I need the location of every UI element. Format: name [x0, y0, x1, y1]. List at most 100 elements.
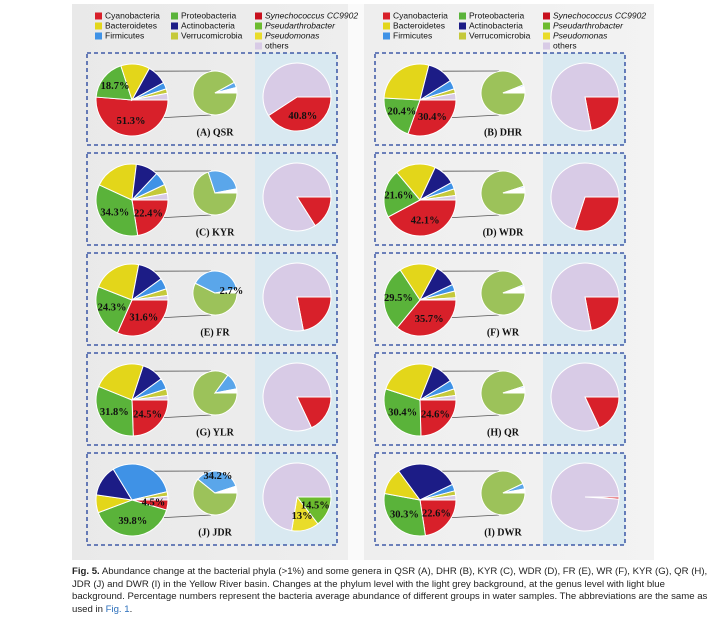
- connector: [445, 314, 500, 319]
- legend-label: Actinobacteria: [181, 20, 235, 30]
- panel-label: (J) JDR: [198, 527, 232, 538]
- legend-swatch: [383, 32, 390, 40]
- slice-label: 22.6%: [422, 508, 451, 519]
- slice-label: 31.6%: [129, 313, 158, 324]
- pie-slice: [95, 184, 139, 237]
- slice-label: 21.6%: [384, 190, 413, 201]
- caption-tail: .: [129, 603, 133, 615]
- connector: [445, 214, 500, 219]
- pie-slice: [214, 86, 238, 94]
- panel-label: (B) DHR: [484, 127, 523, 138]
- panel-frame: [86, 352, 338, 446]
- panel-frame: [374, 152, 626, 246]
- pie-slice: [502, 186, 526, 194]
- panel-label: (D) WDR: [483, 227, 524, 238]
- pie-slice: [550, 462, 620, 532]
- legend-label: Pseudarthrobacter: [553, 20, 624, 30]
- pie-slice: [194, 270, 238, 294]
- panel-label: (F) WR: [487, 327, 520, 338]
- pie-slice: [192, 478, 238, 516]
- pie-slice: [407, 99, 457, 137]
- slice-label: 24.3%: [98, 303, 127, 314]
- slice-label: 51.3%: [117, 116, 146, 127]
- slice-label: 39.8%: [118, 516, 147, 527]
- legend-swatch: [95, 12, 102, 20]
- pie-slice: [131, 399, 169, 437]
- caption-text: Abundance change at the bacterial phyla …: [72, 566, 708, 615]
- pie-slice: [573, 196, 620, 232]
- pie-slice: [550, 62, 620, 132]
- panel-frame: [86, 152, 338, 246]
- pie-slice: [502, 488, 526, 494]
- legend-label: Firmicutes: [105, 30, 144, 40]
- pie-slice: [214, 485, 238, 494]
- pie-slice: [131, 495, 169, 501]
- connector: [157, 114, 212, 119]
- connector: [157, 214, 212, 219]
- slice-label: 29.5%: [384, 293, 413, 304]
- pie-slice: [262, 462, 332, 532]
- pie-slice: [192, 282, 238, 316]
- legend-swatch: [383, 22, 390, 30]
- legend-swatch: [543, 32, 550, 40]
- legend-swatch: [459, 12, 466, 20]
- legend-label: Actinobacteria: [469, 20, 523, 30]
- pie-slice: [262, 62, 332, 117]
- slice-label: 22.4%: [134, 208, 163, 219]
- pie-slice: [419, 394, 457, 401]
- pie-slice: [385, 363, 434, 401]
- legend-swatch: [543, 42, 550, 50]
- pie-slice: [262, 262, 332, 332]
- legend-swatch: [171, 32, 178, 40]
- legend-label: Cyanobacteria: [105, 10, 160, 20]
- pie-slice: [214, 288, 238, 294]
- pie-slice: [584, 296, 620, 331]
- pie-slice: [214, 188, 238, 194]
- pie-slice: [95, 385, 134, 437]
- legend-label: Pseudarthrobacter: [265, 20, 336, 30]
- legend-label: Pseudomonas: [553, 30, 608, 40]
- legend-label: Synechococcus CC9902: [553, 10, 646, 20]
- legend-swatch: [543, 12, 550, 20]
- legend-swatch: [171, 22, 178, 30]
- slice-label: 34.2%: [204, 471, 233, 482]
- caption-link[interactable]: Fig. 1: [105, 603, 130, 615]
- slice-label: 13%: [292, 511, 313, 522]
- pie-slice: [550, 362, 620, 432]
- slice-label: 34.3%: [100, 207, 129, 218]
- panel-frame: [86, 52, 338, 146]
- pie-slice: [387, 199, 457, 237]
- connector: [157, 514, 212, 519]
- legend-label: Cyanobacteria: [393, 10, 448, 20]
- pie-slice: [550, 162, 620, 230]
- connector: [445, 114, 500, 119]
- legend-label: others: [265, 40, 289, 50]
- panel-frame: [86, 252, 338, 346]
- panel-frame: [374, 252, 626, 346]
- pie-slice: [419, 494, 457, 501]
- pie-slice: [584, 96, 620, 131]
- panel-label: (H) QR: [487, 427, 520, 438]
- legend-label: Proteobacteria: [181, 10, 237, 20]
- legend-swatch: [95, 22, 102, 30]
- legend-label: Verrucomicrobia: [181, 30, 243, 40]
- pie-slice: [97, 363, 144, 401]
- legend-swatch: [255, 42, 262, 50]
- legend-label: Synechococcus CC9902: [265, 10, 358, 20]
- legend-label: others: [553, 40, 577, 50]
- pie-slice: [112, 463, 168, 501]
- panel-frame: [374, 352, 626, 446]
- panel-label: (G) YLR: [196, 427, 234, 438]
- slice-label: 4.5%: [142, 497, 166, 508]
- pie-slice: [419, 297, 457, 301]
- pie-slice: [502, 386, 526, 394]
- pie-slice: [262, 362, 332, 432]
- legend-swatch: [383, 12, 390, 20]
- pie-slice: [419, 399, 457, 437]
- pie-slice: [419, 92, 457, 101]
- pie-slice: [131, 294, 169, 301]
- panel-frame: [374, 452, 626, 546]
- legend-label: Proteobacteria: [469, 10, 525, 20]
- slice-label: 30.4%: [418, 112, 447, 123]
